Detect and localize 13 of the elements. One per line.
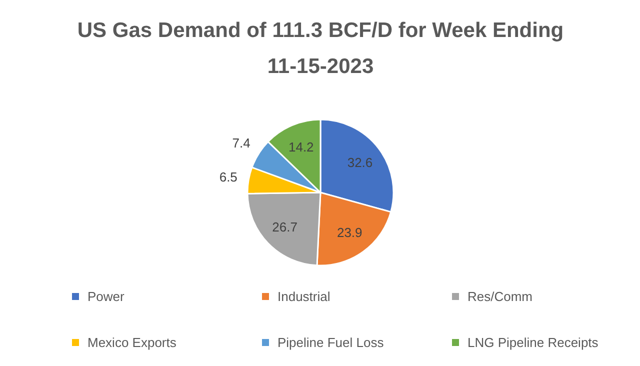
legend-label: Res/Comm <box>468 289 533 304</box>
legend-label: LNG Pipeline Receipts <box>468 335 599 350</box>
legend-label: Power <box>88 289 126 304</box>
data-label: 32.6 <box>347 154 373 170</box>
legend-label: Pipeline Fuel Loss <box>278 335 384 350</box>
data-label: 26.7 <box>272 220 298 235</box>
data-label: 23.9 <box>336 225 362 240</box>
data-label: 14.2 <box>288 139 314 154</box>
legend-label: Industrial <box>278 289 330 304</box>
data-label: 6.5 <box>219 169 238 184</box>
legend-label: Mexico Exports <box>88 335 177 350</box>
chart-title: US Gas Demand of 111.3 BCF/D for Week Ending 11-15-2023 <box>77 19 564 78</box>
data-label: 7.4 <box>232 135 250 150</box>
